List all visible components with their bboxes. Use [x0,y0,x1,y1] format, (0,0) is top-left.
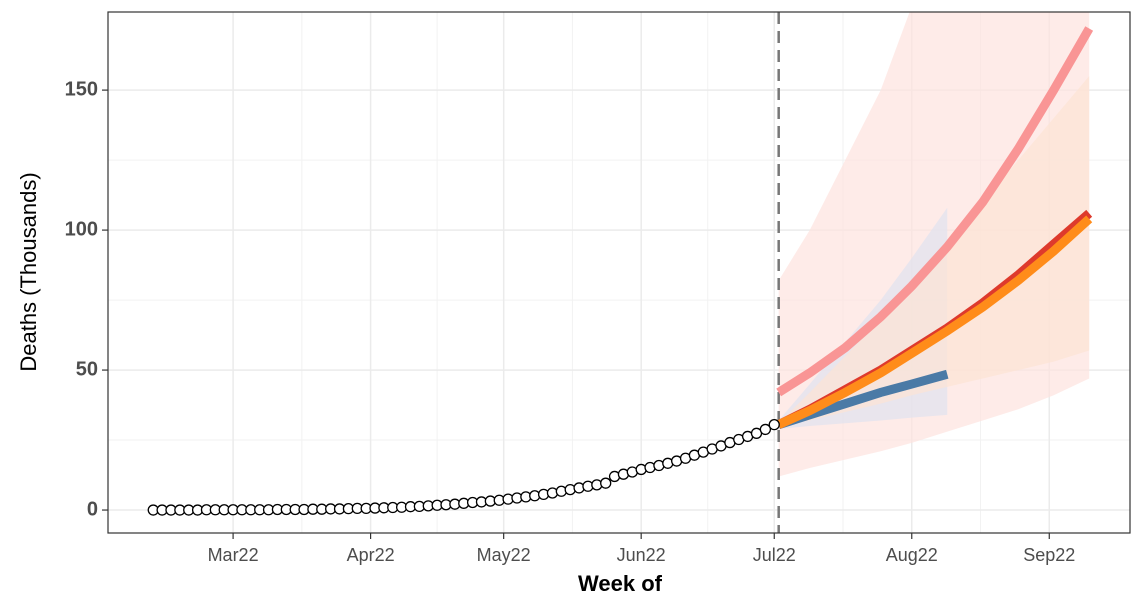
x-tick-label: Sep22 [1023,545,1075,565]
x-tick-label: Jun22 [617,545,666,565]
y-tick-label: 50 [76,358,98,380]
x-tick-label: Aug22 [886,545,938,565]
panel-border [107,11,1131,534]
x-tick-label: Apr22 [347,545,395,565]
plot-area [147,12,1094,533]
observed-point [759,423,772,436]
x-axis-label: Week of [578,571,663,596]
y-tick-label: 0 [87,498,98,520]
x-tick-label: May22 [477,545,531,565]
y-tick-label: 150 [65,78,98,100]
x-tick-label: Jul22 [753,545,796,565]
projection-line [776,26,1094,397]
confidence-band [778,76,1090,427]
observed-point [768,419,780,431]
axes: 0 50 100 150 Mar22 Apr22 May22 Jun22 Jul22 Aug22 S… [65,78,1076,564]
x-tick-label: Mar22 [208,545,259,565]
y-axis-label: Deaths (Thousands) [16,172,41,371]
observed-point [600,477,612,489]
projection-line [776,215,1093,429]
y-tick-label: 100 [65,218,98,240]
